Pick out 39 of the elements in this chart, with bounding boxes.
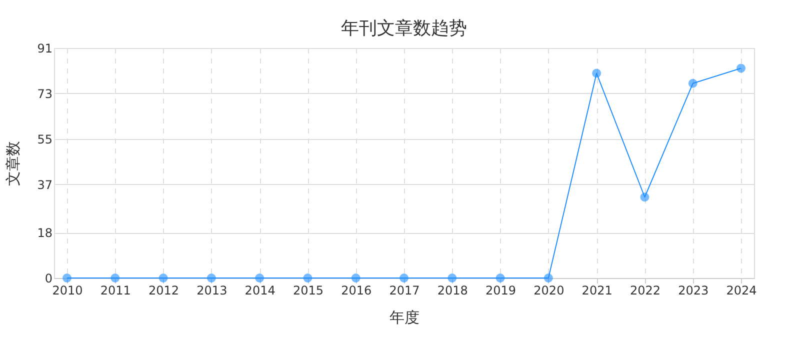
x-tick-label: 2011 bbox=[100, 284, 131, 298]
point bbox=[400, 274, 408, 282]
x-tick-label: 2018 bbox=[437, 284, 468, 298]
point bbox=[351, 274, 360, 282]
point bbox=[255, 274, 264, 282]
point bbox=[62, 274, 72, 282]
x-tick-label: 2022 bbox=[630, 284, 660, 298]
y-axis-title: 文章数 bbox=[4, 141, 22, 186]
point bbox=[592, 68, 602, 78]
y-tick-label: 91 bbox=[37, 42, 52, 56]
x-tick-label: 2019 bbox=[486, 284, 516, 298]
x-tick-label: 2024 bbox=[726, 284, 757, 298]
x-tick-label: 2016 bbox=[341, 284, 372, 298]
point bbox=[736, 64, 746, 73]
point bbox=[544, 274, 553, 282]
x-tick-label: 2010 bbox=[52, 284, 83, 298]
y-tick-label: 73 bbox=[37, 86, 52, 101]
x-tick-label: 2014 bbox=[244, 284, 276, 298]
x-tick-label: 2023 bbox=[678, 284, 709, 298]
x-tick-label: 2020 bbox=[534, 284, 564, 298]
chart-title: 年刊文章数趋势 bbox=[341, 18, 467, 39]
point bbox=[496, 274, 505, 282]
point bbox=[688, 78, 698, 88]
point bbox=[206, 274, 216, 282]
y-tick-label: 37 bbox=[37, 178, 52, 192]
y-tick-label: 55 bbox=[37, 132, 52, 146]
point bbox=[110, 274, 120, 282]
x-tick-label: 2012 bbox=[148, 284, 180, 298]
x-axis-title: 年度 bbox=[390, 308, 420, 326]
point bbox=[448, 274, 457, 282]
point bbox=[158, 274, 168, 282]
y-tick-label: 18 bbox=[37, 226, 52, 240]
x-tick-label: 2013 bbox=[196, 284, 228, 298]
x-tick-label: 2021 bbox=[582, 284, 612, 298]
point bbox=[303, 274, 312, 282]
x-tick-label: 2015 bbox=[292, 284, 324, 298]
point bbox=[640, 192, 650, 202]
x-tick-label: 2017 bbox=[389, 284, 420, 298]
y-tick-label: 0 bbox=[44, 272, 52, 286]
